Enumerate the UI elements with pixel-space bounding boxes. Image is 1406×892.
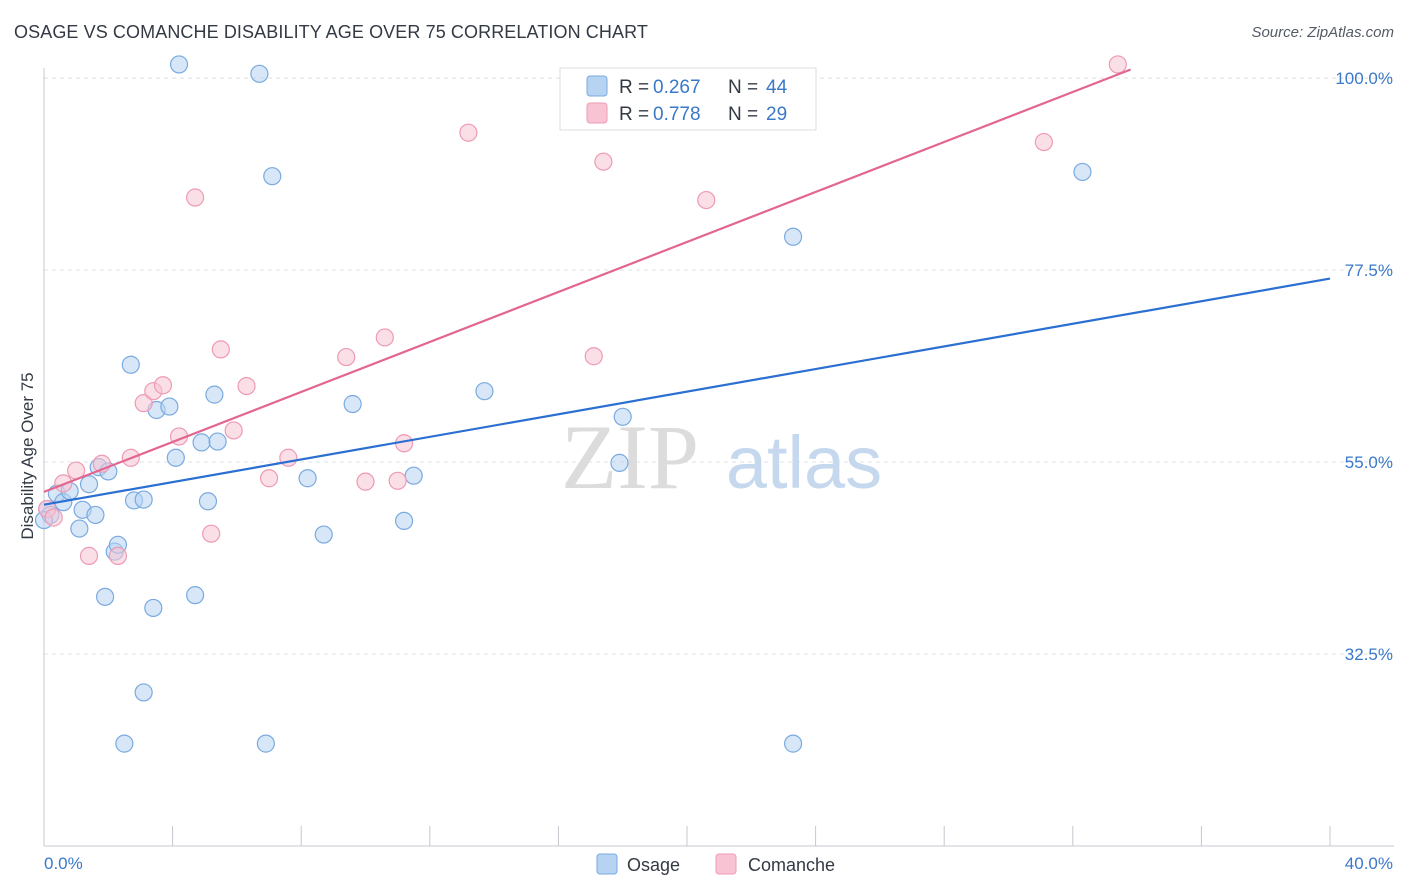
y-tick-label: 55.0% [1345, 453, 1393, 472]
osage-point [160, 397, 179, 416]
comanche-point [375, 328, 394, 347]
chart-title: OSAGE VS COMANCHE DISABILITY AGE OVER 75… [14, 22, 648, 42]
osage-point [144, 598, 163, 618]
comanche-point [108, 546, 128, 565]
watermark-atlas: atlas [726, 421, 882, 504]
osage-bottom-swatch [596, 853, 618, 875]
osage-r-label: R = [619, 77, 649, 98]
comanche-point [337, 347, 356, 367]
comanche-n-value: 29 [766, 104, 787, 125]
osage-point [613, 407, 632, 426]
osage-point [86, 505, 105, 525]
comanche-point [1108, 55, 1127, 74]
bottom-legend: Osage Comanche [596, 853, 835, 875]
osage-point [134, 683, 153, 702]
comanche-legend-swatch [586, 102, 608, 124]
x-tick-label-max: 40.0% [1345, 854, 1393, 873]
comanche-point [1034, 132, 1053, 152]
comanche-point [356, 472, 375, 491]
osage-point [1073, 162, 1092, 182]
osage-point [205, 385, 224, 404]
comanche-n-label: N = [728, 104, 758, 125]
osage-point [95, 587, 115, 606]
osage-point [343, 394, 362, 414]
osage-r-value: 0.267 [653, 77, 701, 98]
y-axis-title: Disability Age Over 75 [18, 372, 37, 539]
osage-point [166, 448, 185, 467]
osage-point [250, 64, 269, 83]
comanche-point [697, 190, 716, 210]
comanche-point [459, 123, 478, 142]
y-tick-labels: 32.5% 55.0% 77.5% 100.0% [1335, 69, 1393, 664]
comanche-point [237, 376, 256, 396]
top-legend: R = 0.267 N = 44 R = 0.778 N = 29 [559, 67, 817, 131]
gridlines [44, 77, 1394, 655]
y-tick-label: 100.0% [1335, 69, 1393, 88]
osage-point [198, 492, 218, 511]
y-tick-label: 32.5% [1345, 645, 1393, 664]
osage-point [783, 734, 803, 753]
osage-n-value: 44 [766, 77, 788, 98]
comanche-point [584, 347, 603, 366]
osage-points [34, 55, 1092, 753]
osage-point [404, 466, 423, 485]
y-tick-label: 77.5% [1345, 261, 1393, 280]
osage-point [475, 382, 494, 401]
osage-point [263, 167, 282, 186]
osage-point [70, 519, 89, 538]
comanche-point [594, 152, 613, 171]
osage-point [208, 432, 227, 451]
comanche-bottom-swatch [715, 853, 737, 875]
osage-point [394, 511, 414, 531]
comanche-r-value: 0.778 [653, 104, 701, 125]
comanche-point [134, 394, 153, 413]
x-axis-ticks [43, 826, 1331, 846]
osage-point [783, 227, 803, 246]
osage-point [256, 734, 275, 753]
osage-trend-line [43, 277, 1331, 506]
osage-point [192, 433, 211, 452]
comanche-point [44, 508, 63, 527]
comanche-bottom-label: Comanche [748, 855, 835, 875]
comanche-point [186, 188, 205, 207]
comanche-point [211, 340, 230, 359]
osage-bottom-label: Osage [627, 855, 680, 875]
osage-point [121, 355, 140, 374]
x-tick-label-min: 0.0% [44, 854, 83, 873]
comanche-point [388, 471, 407, 490]
watermark-zip: ZIP [561, 406, 699, 508]
comanche-point [153, 376, 173, 395]
osage-point [314, 525, 333, 544]
comanche-points [38, 55, 1127, 565]
osage-point [186, 586, 205, 605]
comanche-point [202, 524, 221, 543]
comanche-point [259, 469, 279, 488]
comanche-point [224, 421, 243, 440]
osage-point [79, 475, 99, 494]
osage-point [134, 490, 153, 509]
osage-n-label: N = [728, 77, 758, 98]
comanche-r-label: R = [619, 104, 649, 125]
osage-point [169, 55, 189, 74]
osage-point [115, 734, 134, 753]
watermark: ZIP atlas [561, 406, 882, 508]
comanche-point [79, 546, 99, 565]
source-credit: Source: ZipAtlas.com [1251, 24, 1394, 41]
osage-point [298, 469, 317, 488]
comanche-trend-line [43, 68, 1132, 493]
osage-legend-swatch [586, 75, 608, 97]
osage-point [610, 453, 629, 472]
